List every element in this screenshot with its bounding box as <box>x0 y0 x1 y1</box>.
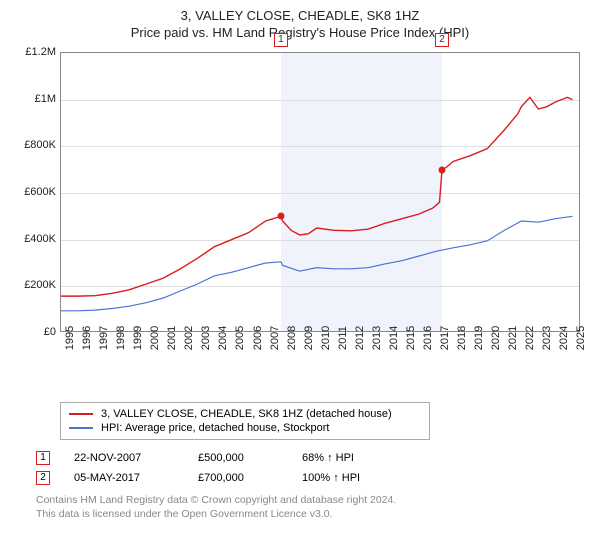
event-row: 1 22-NOV-2007 £500,000 68% ↑ HPI <box>36 448 588 468</box>
legend-label-property: 3, VALLEY CLOSE, CHEADLE, SK8 1HZ (detac… <box>101 408 392 420</box>
x-axis-label: 2019 <box>473 326 485 350</box>
y-axis-label: £200K <box>24 279 56 291</box>
y-axis-label: £800K <box>24 139 56 151</box>
x-axis-label: 2015 <box>405 326 417 350</box>
x-axis-label: 1996 <box>81 326 93 350</box>
x-axis-label: 2008 <box>286 326 298 350</box>
sale-marker-dot <box>277 213 284 220</box>
series-line <box>61 216 572 311</box>
event-date: 05-MAY-2017 <box>74 472 174 484</box>
sale-marker-label: 1 <box>274 33 288 47</box>
event-table: 1 22-NOV-2007 £500,000 68% ↑ HPI 2 05-MAY-201… <box>36 448 588 488</box>
x-axis-label: 2013 <box>371 326 383 350</box>
x-axis-label: 1995 <box>64 326 76 350</box>
sale-marker-label: 2 <box>435 33 449 47</box>
x-axis-label: 2025 <box>575 326 587 350</box>
event-pct: 100% ↑ HPI <box>302 472 382 484</box>
x-axis-label: 2018 <box>456 326 468 350</box>
y-axis-label: £1M <box>35 93 56 105</box>
legend-row-hpi: HPI: Average price, detached house, Stoc… <box>69 421 421 435</box>
x-axis-label: 2000 <box>149 326 161 350</box>
x-axis-label: 2001 <box>166 326 178 350</box>
x-axis-label: 2009 <box>303 326 315 350</box>
x-axis-label: 1999 <box>132 326 144 350</box>
x-axis-label: 2017 <box>439 326 451 350</box>
y-axis-label: £600K <box>24 186 56 198</box>
chart-title-address: 3, VALLEY CLOSE, CHEADLE, SK8 1HZ <box>12 8 588 23</box>
chart-subtitle: Price paid vs. HM Land Registry's House … <box>12 25 588 40</box>
x-axis-label: 2007 <box>269 326 281 350</box>
y-axis-label: £0 <box>44 326 56 338</box>
x-axis-label: 1998 <box>115 326 127 350</box>
chart-container: 3, VALLEY CLOSE, CHEADLE, SK8 1HZ Price … <box>0 0 600 560</box>
x-axis-label: 2005 <box>234 326 246 350</box>
legend-row-property: 3, VALLEY CLOSE, CHEADLE, SK8 1HZ (detac… <box>69 407 421 421</box>
y-axis-label: £1.2M <box>25 46 56 58</box>
series-line <box>61 97 572 296</box>
legend-label-hpi: HPI: Average price, detached house, Stoc… <box>101 422 330 434</box>
event-number-box: 1 <box>36 451 50 465</box>
x-axis-label: 2010 <box>320 326 332 350</box>
x-axis-label: 2022 <box>524 326 536 350</box>
footer-line2: This data is licensed under the Open Gov… <box>36 508 588 522</box>
x-axis-label: 1997 <box>98 326 110 350</box>
x-axis-label: 2004 <box>217 326 229 350</box>
x-axis-label: 2011 <box>337 326 349 350</box>
x-axis-label: 2002 <box>183 326 195 350</box>
event-row: 2 05-MAY-2017 £700,000 100% ↑ HPI <box>36 468 588 488</box>
chart-area: 12 £0 £200K £400K £600K £800K £1M £1.2M 1995 199… <box>12 46 588 366</box>
sale-marker-dot <box>439 166 446 173</box>
line-layer <box>61 53 581 333</box>
footer-attribution: Contains HM Land Registry data © Crown c… <box>36 494 588 521</box>
event-price: £500,000 <box>198 452 278 464</box>
x-axis-label: 2021 <box>507 326 519 350</box>
event-pct: 68% ↑ HPI <box>302 452 382 464</box>
x-axis-label: 2016 <box>422 326 434 350</box>
plot-region: 12 <box>60 52 580 332</box>
event-date: 22-NOV-2007 <box>74 452 174 464</box>
legend-swatch-hpi <box>69 427 93 429</box>
x-axis-label: 2023 <box>541 326 553 350</box>
title-block: 3, VALLEY CLOSE, CHEADLE, SK8 1HZ Price … <box>12 8 588 40</box>
x-axis-label: 2003 <box>200 326 212 350</box>
legend-swatch-property <box>69 413 93 415</box>
footer-line1: Contains HM Land Registry data © Crown c… <box>36 494 588 508</box>
x-axis-label: 2020 <box>490 326 502 350</box>
y-axis-label: £400K <box>24 233 56 245</box>
x-axis-label: 2024 <box>558 326 570 350</box>
event-price: £700,000 <box>198 472 278 484</box>
x-axis-label: 2006 <box>252 326 264 350</box>
legend: 3, VALLEY CLOSE, CHEADLE, SK8 1HZ (detac… <box>60 402 430 440</box>
x-axis-label: 2012 <box>354 326 366 350</box>
event-number-box: 2 <box>36 471 50 485</box>
x-axis-label: 2014 <box>388 326 400 350</box>
